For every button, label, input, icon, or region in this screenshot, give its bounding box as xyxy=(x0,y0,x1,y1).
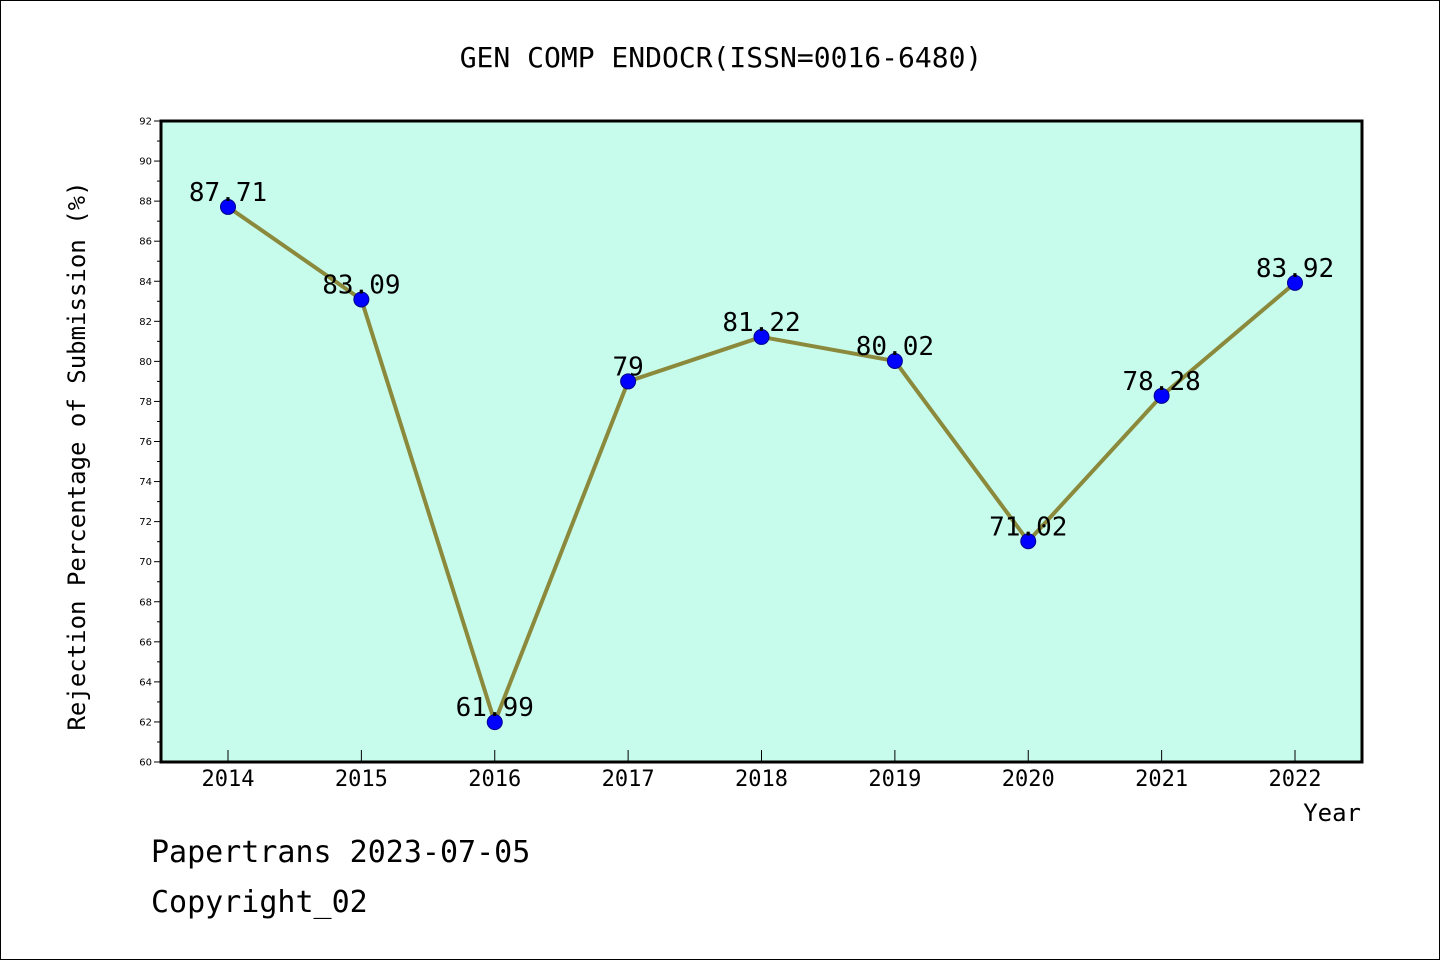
plot-area xyxy=(159,119,1364,764)
data-point xyxy=(1287,274,1303,291)
data-label: 79 xyxy=(612,352,643,382)
y-tick-label: 92 xyxy=(139,117,152,128)
x-tick-label: 2019 xyxy=(868,767,921,792)
x-tick-label: 2016 xyxy=(468,767,521,792)
x-axis-title: Year xyxy=(1303,799,1361,827)
data-point xyxy=(1020,533,1037,550)
data-point xyxy=(353,291,370,308)
data-label: 61.99 xyxy=(456,693,534,723)
series-line-segment xyxy=(1026,393,1164,544)
data-label: 83.92 xyxy=(1256,254,1334,284)
y-tick-label: 84 xyxy=(139,277,152,288)
x-axis: 2014 2015 2016 2017 2018 2019 2020 2021 2022 xyxy=(202,750,1322,792)
x-tick-label: 2015 xyxy=(335,767,388,792)
series-line-segment xyxy=(226,204,364,302)
y-tick-label: 68 xyxy=(139,597,152,608)
y-tick-label: 86 xyxy=(139,237,152,248)
data-markers xyxy=(220,198,1303,731)
y-tick-label: 72 xyxy=(139,517,152,528)
data-label: 80.02 xyxy=(856,332,934,362)
y-tick-label: 90 xyxy=(139,157,152,168)
y-axis-title: Rejection Percentage of Submission (%) xyxy=(63,181,91,730)
data-label: 83.09 xyxy=(322,270,400,300)
y-tick-label: 62 xyxy=(139,717,152,728)
series-line-segment xyxy=(359,297,497,725)
x-tick-label: 2022 xyxy=(1269,767,1322,792)
data-point xyxy=(220,198,236,215)
series-line-group xyxy=(226,204,1297,725)
data-point xyxy=(1153,387,1170,404)
data-label: 81.22 xyxy=(722,308,800,338)
footer-source: Papertrans 2023-07-05 xyxy=(151,835,531,870)
y-tick-label: 88 xyxy=(139,197,152,208)
y-tick-label: 80 xyxy=(139,357,152,368)
x-tick-label: 2020 xyxy=(1002,767,1055,792)
series-line-segment xyxy=(626,334,764,384)
y-tick-label: 66 xyxy=(139,637,152,648)
series-line-segment xyxy=(492,379,631,725)
data-label: 78.28 xyxy=(1122,367,1200,397)
y-tick-label: 64 xyxy=(139,677,152,688)
chart-title: GEN COMP ENDOCR(ISSN=0016-6480) xyxy=(460,41,983,74)
x-tick-label: 2021 xyxy=(1135,767,1188,792)
y-tick-label: 78 xyxy=(139,397,152,408)
data-label: 71.02 xyxy=(989,512,1067,542)
footer-copyright: Copyright_02 xyxy=(151,885,368,920)
data-point xyxy=(620,373,637,390)
data-point xyxy=(886,352,903,369)
y-tick-label: 70 xyxy=(139,557,152,568)
data-labels: 87.71 83.09 61.99 79 81.22 80.02 71.02 78.28 83.… xyxy=(189,178,1334,723)
x-tick-label: 2018 xyxy=(735,767,788,792)
data-label: 87.71 xyxy=(189,178,267,208)
y-tick-label: 76 xyxy=(139,437,152,448)
y-tick-label: 74 xyxy=(139,477,152,488)
y-axis: 60 62 64 66 68 70 72 74 76 78 80 82 84 86 88 90 92 xyxy=(139,117,161,769)
series-line-segment xyxy=(759,334,897,363)
x-tick-label: 2014 xyxy=(202,767,255,792)
series-line-segment xyxy=(1159,280,1297,398)
data-point xyxy=(486,714,503,731)
y-tick-label: 82 xyxy=(139,317,152,328)
series-line-segment xyxy=(892,358,1031,544)
data-point xyxy=(753,328,770,345)
x-tick-label: 2017 xyxy=(602,767,655,792)
y-tick-label: 60 xyxy=(139,758,152,769)
